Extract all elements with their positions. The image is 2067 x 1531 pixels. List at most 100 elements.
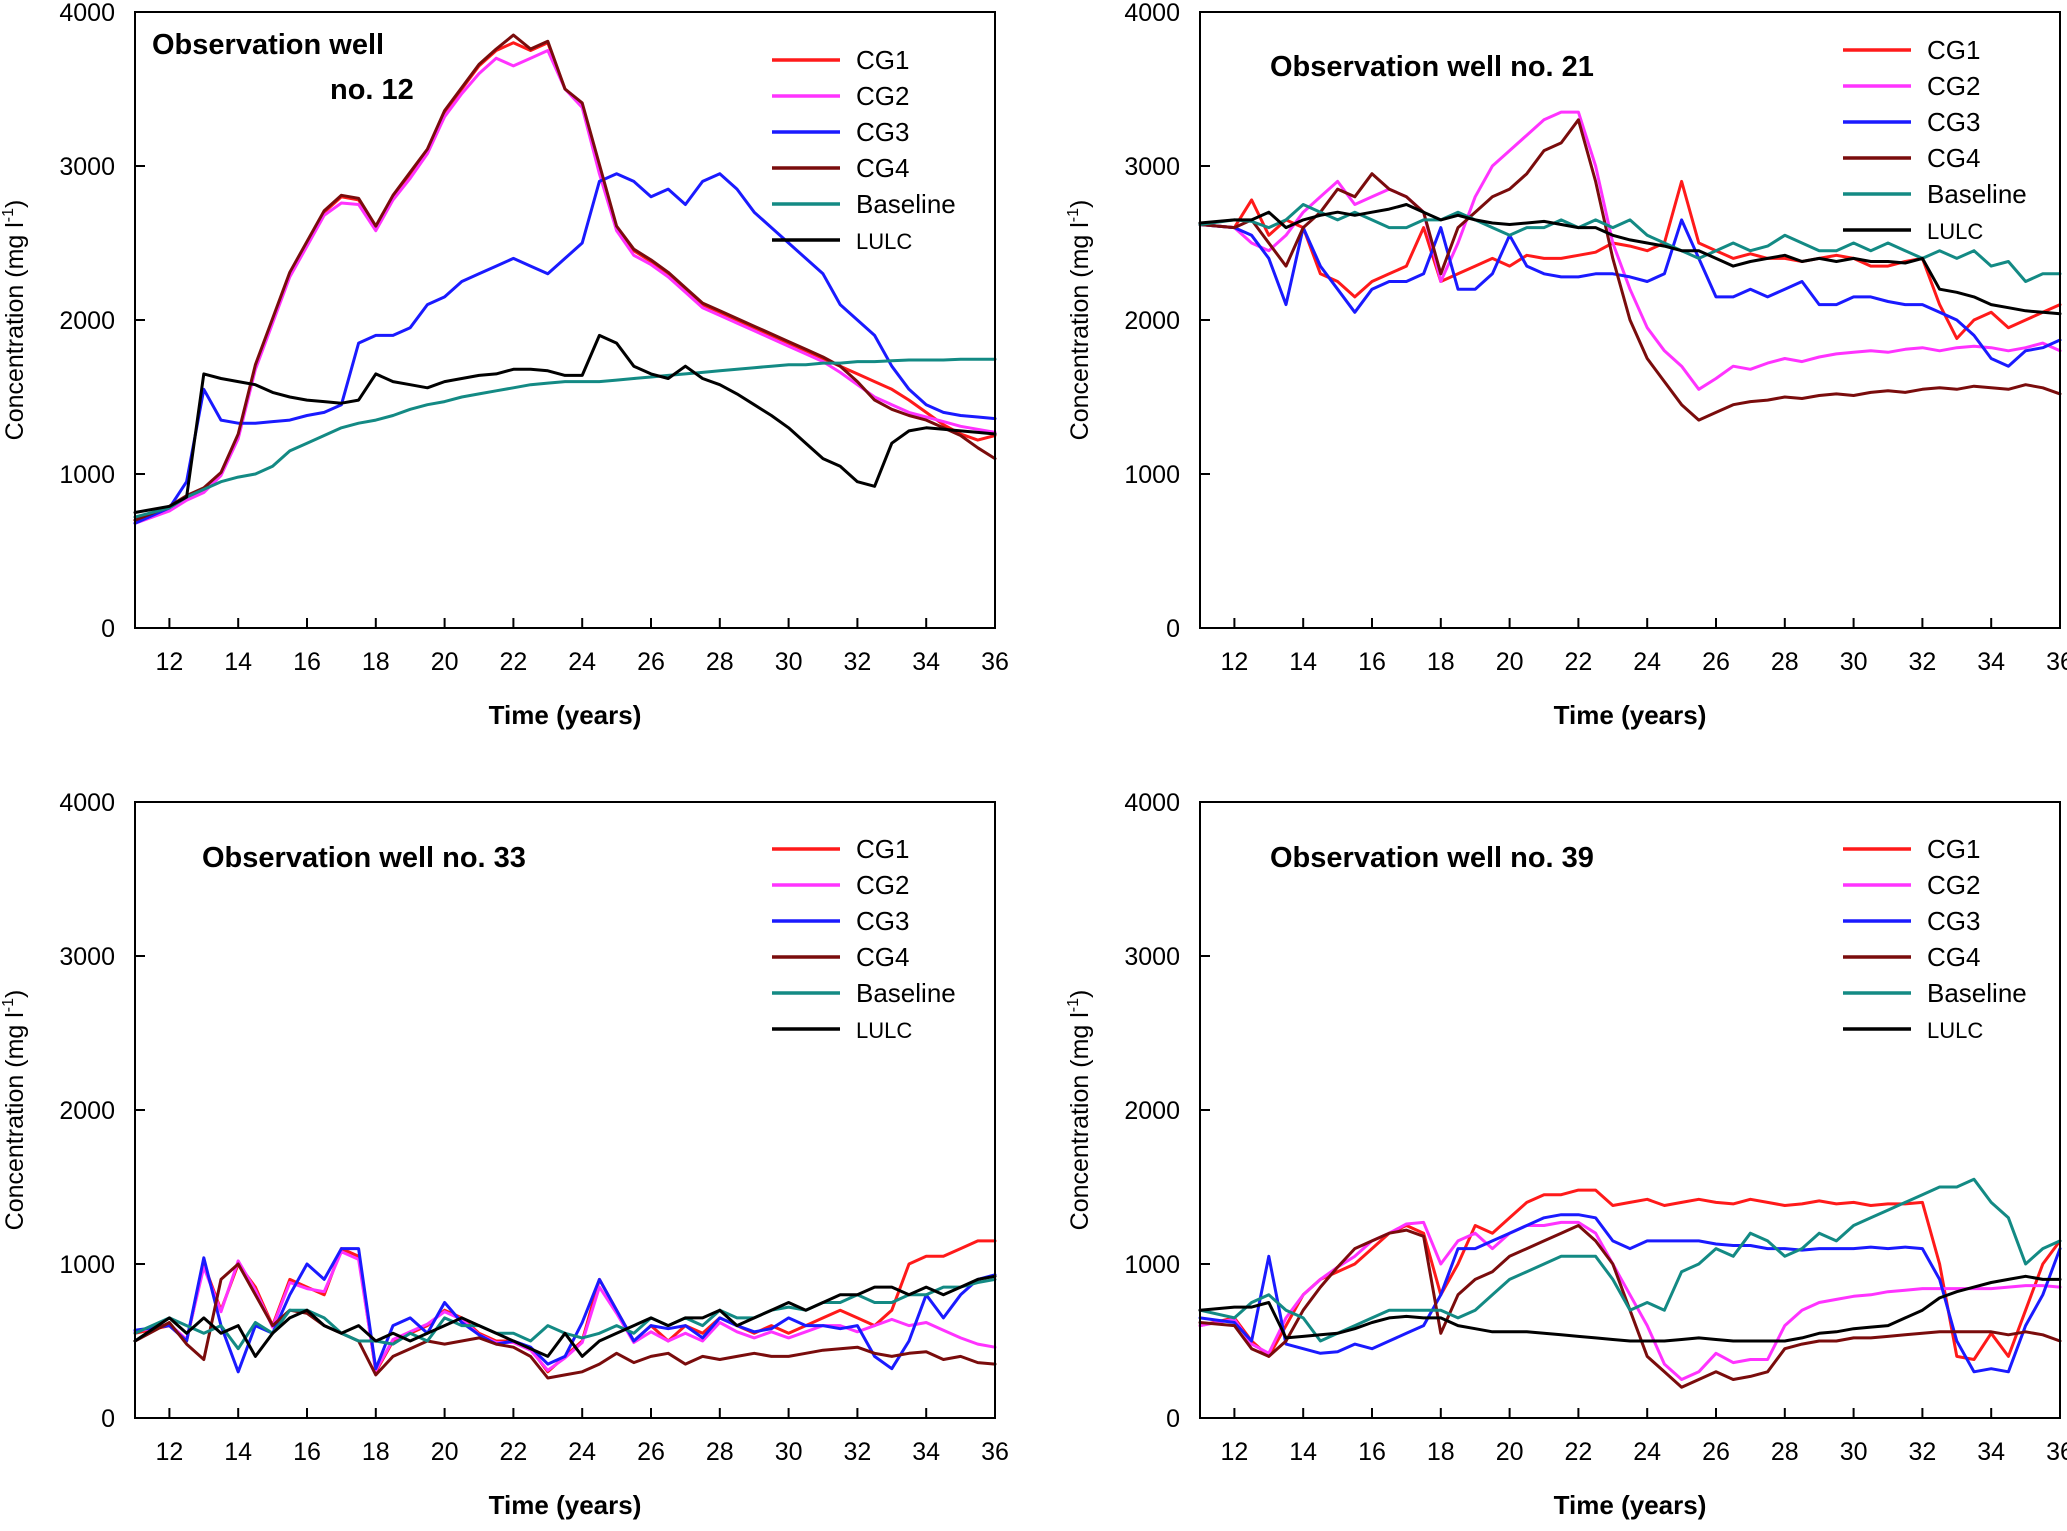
- series-line-baseline: [133, 357, 997, 519]
- x-tick-label: 36: [981, 648, 1009, 676]
- x-tick-label: 20: [431, 648, 459, 676]
- x-tick-label: 14: [224, 1438, 252, 1466]
- y-axis-title-main: Concentration (mg l: [1, 222, 29, 440]
- series-line-cg2: [133, 49, 997, 525]
- y-tick-label: 1000: [59, 461, 115, 489]
- y-tick-label: 1000: [59, 1251, 115, 1279]
- series-line-cg1: [1198, 1188, 2062, 1361]
- y-axis-title-sup: -1: [1065, 998, 1082, 1012]
- legend-label-lulc: LULC: [1927, 1018, 1983, 1043]
- x-tick-label: 36: [2046, 648, 2067, 676]
- x-tick-label: 24: [1633, 648, 1661, 676]
- panel-well-12: 0 1000 2000 3000 4000 12 14 16 18 20 22 24 26 28 30 32 3…: [0, 0, 1009, 730]
- legend-label-cg4: CG4: [856, 942, 909, 972]
- x-tick-label: 26: [1702, 1438, 1730, 1466]
- x-tick-label: 16: [293, 648, 321, 676]
- y-tick-label: 4000: [1124, 0, 1180, 27]
- x-tick-label: 36: [981, 1438, 1009, 1466]
- x-tick-label: 16: [293, 1438, 321, 1466]
- x-tick-label: 32: [843, 1438, 871, 1466]
- y-axis-title: Concentration (mg l-1): [0, 990, 29, 1231]
- x-tick-label: 22: [1564, 648, 1592, 676]
- series-group: [1198, 1177, 2062, 1389]
- legend-label-cg4: CG4: [1927, 143, 1980, 173]
- y-tick-label: 4000: [59, 789, 115, 817]
- legend-label-cg1: CG1: [1927, 834, 1980, 864]
- legend-label-lulc: LULC: [856, 1018, 912, 1043]
- legend-label-cg3: CG3: [856, 906, 909, 936]
- y-axis-title: Concentration (mg l-1): [1065, 990, 1094, 1231]
- series-line-cg1: [133, 41, 997, 522]
- legend-label-cg1: CG1: [856, 834, 909, 864]
- y-tick-label: 2000: [59, 1097, 115, 1125]
- y-axis-title-main: Concentration (mg l: [1066, 222, 1094, 440]
- panel-title: Observation well no. 21: [1270, 51, 1594, 83]
- y-axis-title-main: Concentration (mg l: [1, 1012, 29, 1230]
- y-tick-label: 1000: [1124, 1251, 1180, 1279]
- x-tick-label: 22: [499, 648, 527, 676]
- x-axis-title: Time (years): [1554, 700, 1707, 730]
- series-group: [133, 1239, 997, 1380]
- y-axis-title-sup: -1: [0, 208, 17, 222]
- legend-label-cg3: CG3: [1927, 107, 1980, 137]
- legend-label-cg4: CG4: [1927, 942, 1980, 972]
- x-tick-label: 32: [843, 648, 871, 676]
- y-tick-label: 4000: [59, 0, 115, 27]
- y-axis-title-end: ): [1066, 200, 1094, 208]
- y-tick-label: 0: [1166, 615, 1180, 643]
- x-tick-label: 28: [706, 1438, 734, 1466]
- series-line-lulc: [133, 333, 997, 514]
- x-tick-label: 12: [1220, 648, 1248, 676]
- panel-title: Observation well no. 39: [1270, 842, 1594, 874]
- x-tick-label: 14: [1289, 1438, 1317, 1466]
- legend-label-baseline: Baseline: [856, 978, 956, 1008]
- panel-well-39: 0 1000 2000 3000 4000 12 14 16 18 20 22 24 26 28 30 32 3…: [1065, 789, 2067, 1520]
- legend: CG1 CG2 CG3 CG4 Baseline LULC: [772, 834, 956, 1043]
- series-line-baseline: [1198, 1177, 2062, 1343]
- legend-label-cg3: CG3: [1927, 906, 1980, 936]
- x-tick-label: 20: [1496, 648, 1524, 676]
- x-tick-label: 18: [1427, 648, 1455, 676]
- legend-label-cg4: CG4: [856, 153, 909, 183]
- x-tick-label: 18: [362, 1438, 390, 1466]
- panel-title: Observation well no. 33: [202, 842, 526, 874]
- legend-label-baseline: Baseline: [1927, 179, 2027, 209]
- x-tick-label: 32: [1908, 648, 1936, 676]
- series-line-cg4: [133, 33, 997, 522]
- legend-label-cg2: CG2: [1927, 870, 1980, 900]
- x-tick-label: 34: [1977, 648, 2005, 676]
- y-tick-label: 4000: [1124, 789, 1180, 817]
- x-tick-label: 14: [1289, 648, 1317, 676]
- y-tick-label: 3000: [59, 153, 115, 181]
- x-tick-label: 22: [499, 1438, 527, 1466]
- x-tick-label: 26: [637, 1438, 665, 1466]
- y-tick-label: 0: [1166, 1405, 1180, 1433]
- x-tick-label: 34: [912, 648, 940, 676]
- x-axis-title: Time (years): [489, 700, 642, 730]
- panel-well-33: 0 1000 2000 3000 4000 12 14 16 18 20 22 24 26 28 30 32 3…: [0, 789, 1009, 1520]
- legend: CG1 CG2 CG3 CG4 Baseline LULC: [1843, 834, 2027, 1043]
- x-tick-label: 30: [775, 648, 803, 676]
- x-axis-title: Time (years): [1554, 1490, 1707, 1520]
- y-tick-label: 0: [101, 615, 115, 643]
- legend: CG1 CG2 CG3 CG4 Baseline LULC: [1843, 35, 2027, 244]
- x-tick-label: 22: [1564, 1438, 1592, 1466]
- y-axis-title-sup: -1: [1065, 208, 1082, 222]
- legend-label-cg2: CG2: [1927, 71, 1980, 101]
- legend-label-lulc: LULC: [1927, 219, 1983, 244]
- series-line-lulc: [133, 1274, 997, 1358]
- panel-title: no. 12: [330, 74, 414, 106]
- series-line-cg3: [1198, 218, 2062, 368]
- x-tick-label: 12: [155, 648, 183, 676]
- panel-title: Observation well: [152, 29, 384, 61]
- x-tick-label: 28: [706, 648, 734, 676]
- y-tick-label: 3000: [1124, 943, 1180, 971]
- series-line-cg4: [1198, 1224, 2062, 1389]
- series-line-cg3: [133, 172, 997, 525]
- series-group: [1198, 110, 2062, 422]
- series-line-cg3: [1198, 1213, 2062, 1374]
- x-tick-label: 28: [1771, 1438, 1799, 1466]
- x-tick-label: 34: [1977, 1438, 2005, 1466]
- series-line-lulc: [1198, 203, 2062, 316]
